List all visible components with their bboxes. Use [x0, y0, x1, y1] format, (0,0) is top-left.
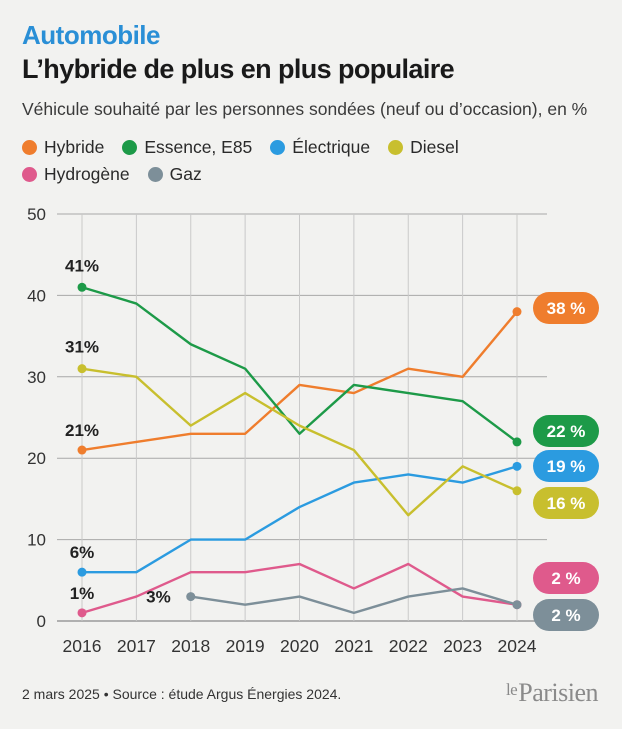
series-line-hydrogene — [81, 562, 518, 615]
chart-title: L’hybride de plus en plus populaire — [22, 54, 455, 84]
series-start-point-diesel — [77, 364, 87, 374]
series-end-badge-gaz — [533, 599, 599, 631]
series-start-point-hybride — [77, 445, 87, 455]
legend-item-hydrogene: Hydrogène — [22, 164, 130, 185]
y-tick-label-50: 50 — [27, 205, 46, 224]
series-end-label-essence-e85: 22 % — [547, 422, 586, 441]
legend-swatch-electrique — [270, 140, 286, 155]
legend-swatch-hybride — [22, 140, 37, 155]
le-parisien-logo: leParisien — [505, 678, 599, 708]
series-end-badge-diesel — [533, 487, 599, 519]
y-tick-label-10: 10 — [27, 531, 46, 550]
legend-item-essence: Essence, E85 — [122, 137, 252, 158]
legend-swatch-diesel — [388, 140, 404, 155]
series-start-label-diesel: 31% — [65, 338, 99, 357]
series-start-label-essence-e85: 41% — [65, 256, 99, 275]
legend-label-hybride: Hybride — [44, 137, 105, 157]
series-line-diesel — [81, 367, 518, 517]
legend-item-hybride: Hybride — [22, 137, 104, 158]
series-line-hybride — [81, 310, 518, 452]
series-start-point-gaz — [186, 592, 196, 602]
y-tick-label-30: 30 — [27, 368, 46, 387]
legend-item-electrique: Électrique — [270, 137, 370, 158]
legend-label-gaz: Gaz — [169, 164, 202, 184]
x-tick-label-2022: 2022 — [389, 636, 428, 656]
series-end-label-hybride: 38 % — [547, 299, 586, 318]
x-tick-label-2021: 2021 — [334, 636, 373, 656]
series-end-point-electrique — [512, 461, 522, 471]
series-end-point-gaz — [512, 600, 522, 610]
legend-item-gaz: Gaz — [147, 164, 202, 185]
y-tick-label-20: 20 — [27, 449, 46, 468]
legend: Hybride Essence, E85 Électrique Diesel H… — [22, 134, 612, 188]
series-end-badge-hydrogene — [533, 562, 599, 594]
chart-subtitle: Véhicule souhaité par les personnes sond… — [22, 99, 588, 119]
series-end-label-gaz: 2 % — [551, 606, 580, 625]
series-end-label-diesel: 16 % — [547, 494, 586, 513]
kicker: Automobile — [22, 20, 161, 50]
series-start-point-electrique — [77, 567, 87, 577]
x-tick-label-2016: 2016 — [63, 636, 102, 656]
source-note: 2 mars 2025 • Source : étude Argus Énerg… — [22, 686, 342, 702]
series-line-essence-e85 — [81, 286, 518, 443]
series-end-badge-hybride — [533, 292, 599, 324]
x-tick-label-2017: 2017 — [117, 636, 156, 656]
legend-swatch-gaz — [147, 167, 163, 182]
logo-prefix: le — [505, 680, 518, 699]
series-line-electrique — [82, 465, 518, 574]
series-start-point-hydrogene — [77, 608, 87, 618]
x-tick-label-2023: 2023 — [443, 636, 482, 656]
x-tick-label-2019: 2019 — [226, 636, 265, 656]
series-start-label-electrique: 6% — [70, 543, 95, 562]
y-tick-label-0: 0 — [37, 612, 46, 631]
legend-row-1: Hybride Essence, E85 Électrique Diesel — [22, 134, 612, 161]
legend-swatch-hydrogene — [22, 167, 37, 182]
series-end-point-hybride — [512, 307, 522, 317]
x-tick-label-2018: 2018 — [171, 636, 210, 656]
series-start-label-gaz: 3% — [146, 588, 171, 607]
logo-name: Parisien — [518, 678, 598, 707]
series-start-label-hydrogene: 1% — [70, 584, 95, 603]
line-chart: 0 10 20 30 40 50 2016 2017 2018 2019 2020 2021 2022 2… — [27, 205, 599, 656]
legend-label-hydrogene: Hydrogène — [44, 164, 130, 184]
y-tick-label-40: 40 — [27, 286, 46, 305]
series-end-badge-electrique — [533, 450, 599, 482]
x-tick-label-2024: 2024 — [498, 636, 537, 656]
legend-row-2: Hydrogène Gaz — [22, 161, 612, 188]
series-end-label-hydrogene: 2 % — [551, 569, 580, 588]
legend-label-diesel: Diesel — [410, 137, 459, 157]
series-line-gaz — [190, 587, 518, 615]
x-tick-label-2020: 2020 — [280, 636, 319, 656]
legend-swatch-essence — [122, 140, 138, 155]
legend-item-diesel: Diesel — [388, 137, 459, 158]
series-end-point-diesel — [512, 486, 522, 496]
legend-label-electrique: Électrique — [292, 137, 371, 157]
series-start-label-hybride: 21% — [65, 421, 99, 440]
series-start-point-essence-e85 — [77, 282, 87, 292]
legend-label-essence: Essence, E85 — [144, 137, 253, 157]
series-end-point-essence-e85 — [512, 437, 522, 447]
series-end-badge-essence-e85 — [533, 415, 599, 447]
series-end-label-electrique: 19 % — [547, 457, 586, 476]
